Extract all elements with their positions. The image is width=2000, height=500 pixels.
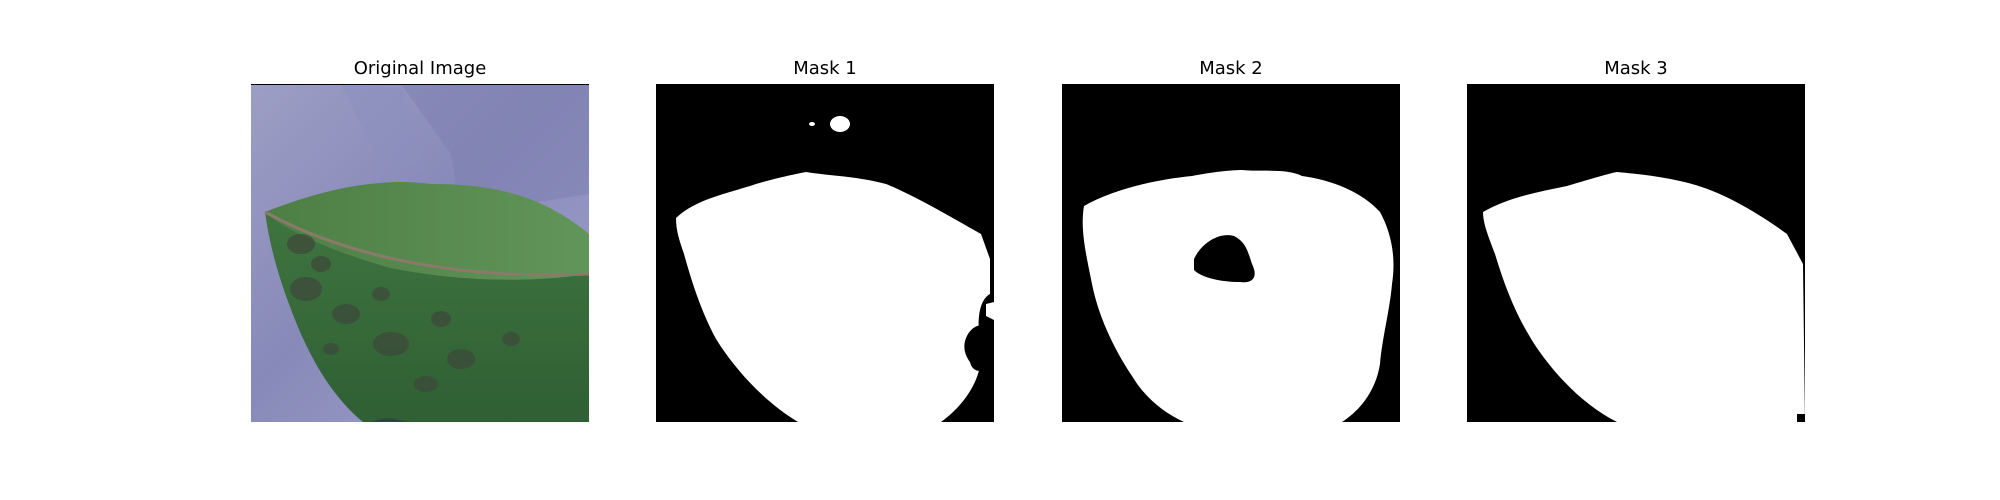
panel-title: Mask 3 — [1604, 58, 1668, 79]
mask-leaf-region — [1483, 172, 1805, 422]
leaf-upper-half — [265, 182, 589, 280]
panel-mask-3: Mask 3 — [1467, 56, 1805, 438]
panel-mask-1: Mask 1 — [656, 56, 994, 438]
panel-title: Mask 1 — [793, 58, 857, 79]
mask-leaf-region — [1082, 170, 1394, 422]
image-top-border — [251, 84, 589, 85]
background-shadow — [341, 84, 426, 174]
leaf-lower-half — [265, 212, 589, 422]
original-leaf-image — [251, 84, 589, 422]
mask-3-image — [1467, 84, 1805, 422]
mask-leaf-region — [676, 172, 990, 422]
mask-blob-small — [830, 116, 850, 132]
background-fold — [401, 84, 589, 214]
panel-original-image: Original Image — [251, 56, 589, 438]
leaf-disease-spots — [287, 234, 520, 392]
mask-hole — [1194, 235, 1255, 283]
mask-1-image — [656, 84, 994, 422]
panel-title: Original Image — [353, 58, 487, 79]
leaf-midrib — [264, 210, 589, 277]
mask-2-image — [1062, 84, 1400, 422]
panel-mask-2: Mask 2 — [1062, 56, 1400, 438]
mask-hole — [964, 325, 990, 371]
panel-title: Mask 2 — [1199, 58, 1263, 79]
